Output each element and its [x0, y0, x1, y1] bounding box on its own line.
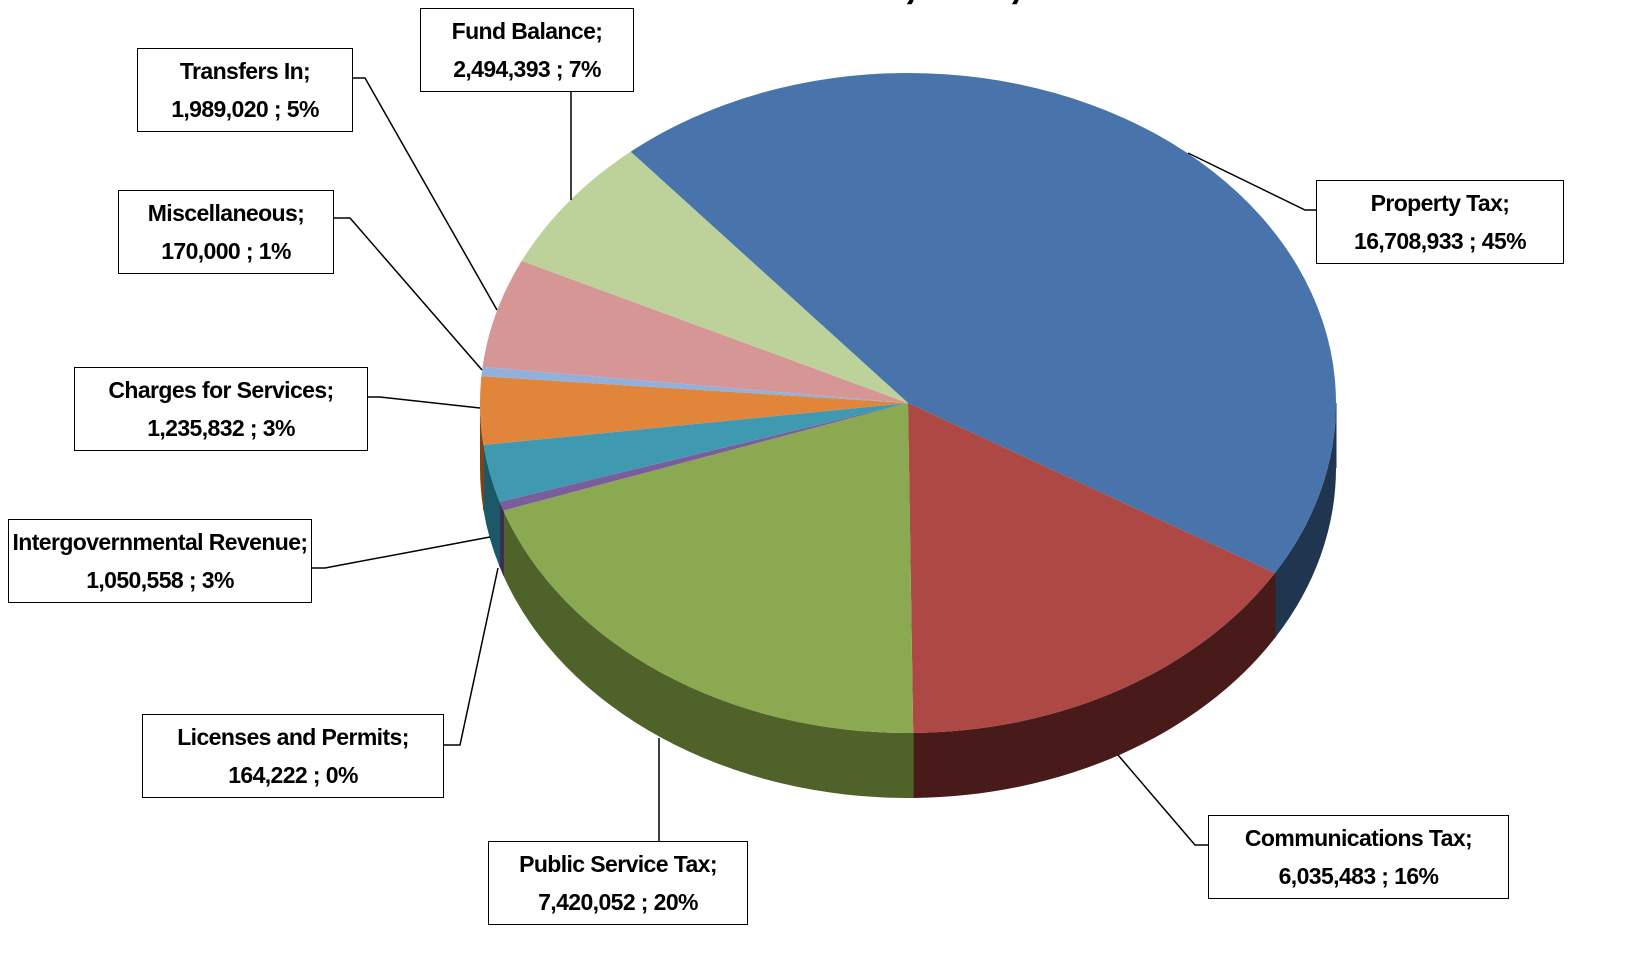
- label-value: 164,222 ; 0%: [228, 762, 358, 788]
- data-label: Charges for Services; 1,235,832 ; 3%: [74, 367, 368, 451]
- leader-line: [333, 217, 483, 371]
- leader-line: [1117, 754, 1208, 846]
- leader-lines: [311, 77, 1316, 846]
- data-label: Intergovernmental Revenue; 1,050,558 ; 3…: [8, 519, 312, 603]
- slice: [481, 366, 908, 403]
- leader-line: [352, 77, 498, 311]
- leader-line: [1187, 152, 1316, 211]
- label-value: 1,989,020 ; 5%: [171, 96, 319, 122]
- chart-title: $37,268,493: [813, 0, 1113, 8]
- label-name: Fund Balance;: [451, 18, 603, 44]
- label-name: Property Tax;: [1370, 190, 1510, 216]
- slice-sides: [480, 403, 1337, 798]
- label-name: Miscellaneous;: [147, 200, 305, 226]
- data-label: Licenses and Permits; 164,222 ; 0%: [142, 714, 444, 798]
- data-label: Miscellaneous; 170,000 ; 1%: [118, 190, 334, 274]
- label-name: Licenses and Permits;: [177, 724, 409, 750]
- slice: [499, 403, 908, 511]
- slice: [483, 403, 908, 502]
- slice: [521, 151, 908, 403]
- slice: [479, 376, 908, 445]
- slice: [482, 260, 908, 403]
- slice-side: [483, 444, 500, 567]
- label-value: 6,035,483 ; 16%: [1278, 863, 1439, 889]
- leader-line: [443, 567, 499, 746]
- slice: [908, 403, 1275, 733]
- data-label: Public Service Tax; 7,420,052 ; 20%: [488, 841, 748, 925]
- label-name: Communications Tax;: [1244, 825, 1473, 851]
- slice-side: [1274, 403, 1336, 638]
- label-name: Public Service Tax;: [519, 851, 717, 877]
- data-label: Fund Balance; 2,494,393 ; 7%: [420, 8, 634, 92]
- slice-side: [913, 572, 1275, 798]
- label-value: 170,000 ; 1%: [161, 238, 291, 264]
- label-value: 2,494,393 ; 7%: [453, 56, 601, 82]
- label-name: Intergovernmental Revenue;: [12, 529, 309, 555]
- data-label: Transfers In; 1,989,020 ; 5%: [137, 48, 353, 132]
- label-value: 7,420,052 ; 20%: [538, 889, 698, 915]
- pie: [479, 73, 1337, 798]
- leader-line: [367, 396, 481, 409]
- slice: [503, 403, 914, 734]
- label-value: 1,235,832 ; 3%: [147, 415, 295, 441]
- leader-line: [311, 536, 491, 569]
- slice-side: [503, 510, 914, 798]
- slice-side: [480, 403, 484, 510]
- slice-tops: [479, 73, 1336, 734]
- label-value: 1,050,558 ; 3%: [86, 567, 234, 593]
- data-label: Communications Tax; 6,035,483 ; 16%: [1208, 815, 1509, 899]
- label-value: 16,708,933 ; 45%: [1354, 228, 1527, 254]
- label-name: Charges for Services;: [108, 377, 334, 403]
- slice: [630, 73, 1336, 573]
- data-label: Property Tax; 16,708,933 ; 45%: [1316, 180, 1564, 264]
- label-name: Transfers In;: [179, 58, 311, 84]
- slice-side: [499, 501, 504, 576]
